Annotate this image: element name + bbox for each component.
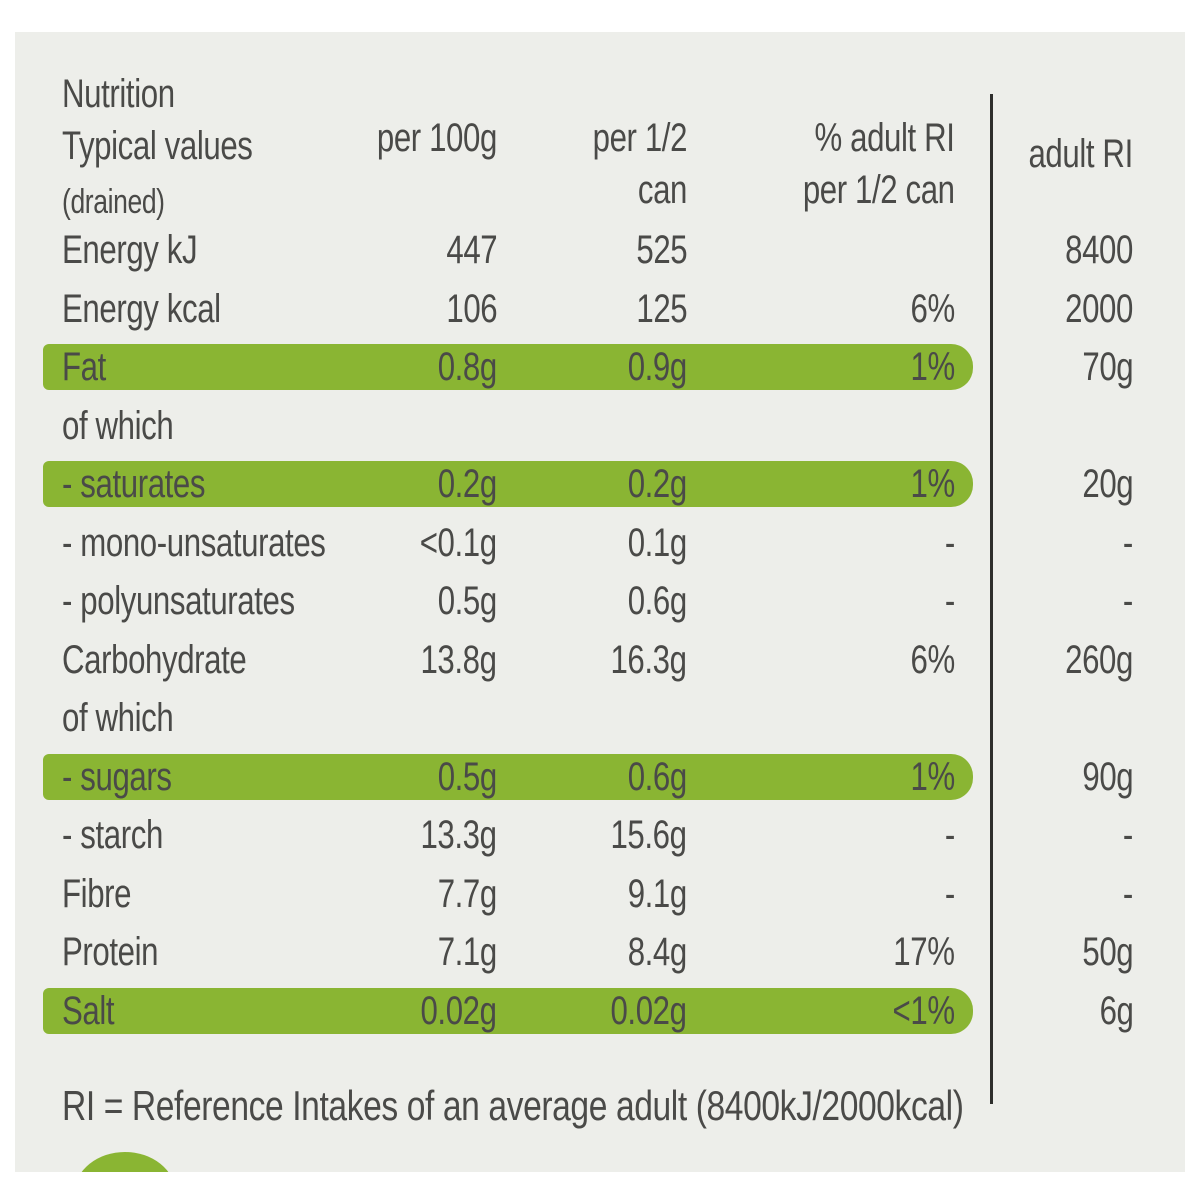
row-perhalf: 0.02g: [610, 988, 688, 1033]
row-per100: 0.5g: [437, 579, 498, 623]
row-per100: 447: [446, 228, 497, 272]
highlight-band: [43, 753, 973, 800]
row-perhalf: 0.1g: [627, 520, 688, 565]
row-perhalf: 0.6g: [627, 754, 688, 799]
row-per100: 0.5g: [437, 754, 498, 799]
row-adult-ri: 8400: [1065, 228, 1133, 272]
row-adult-ri: -: [1122, 813, 1133, 857]
row-ri-pct: 17%: [893, 930, 956, 974]
row-adult-ri: 70g: [1082, 345, 1133, 389]
row-ri-pct: 6%: [910, 637, 956, 682]
row-ri-pct: 1%: [910, 345, 956, 389]
row-adult-ri: 6g: [1099, 988, 1133, 1033]
row-per100: 7.1g: [437, 930, 498, 974]
row-label: - polyunsaturates: [62, 579, 295, 623]
row-adult-ri: -: [1122, 579, 1133, 623]
row-adult-ri: 260g: [1065, 637, 1133, 682]
row-label: Fat: [62, 345, 106, 389]
row-adult-ri: 20g: [1082, 462, 1133, 506]
row-per100: 7.7g: [437, 871, 498, 916]
nutrition-label: Nutrition Typical values (drained) per 1…: [15, 32, 1185, 1172]
row-label: - saturates: [62, 462, 206, 506]
row-label: Fibre: [62, 871, 132, 916]
row-adult-ri: -: [1122, 871, 1133, 916]
row-per100: 106: [446, 286, 497, 331]
row-label: - mono-unsaturates: [62, 520, 326, 565]
row-perhalf: 9.1g: [627, 871, 688, 916]
row-ri-pct: -: [944, 579, 955, 623]
header-title: Nutrition: [62, 72, 175, 116]
header-perhalf-1: per 1/2: [592, 116, 688, 160]
row-label: Energy kcal: [62, 286, 221, 331]
row-perhalf: 15.6g: [610, 813, 688, 857]
header-adult-ri: adult RI: [1028, 132, 1134, 176]
header-perhalf-2: can: [637, 168, 688, 212]
row-perhalf: 0.6g: [627, 579, 688, 623]
row-adult-ri: -: [1122, 520, 1133, 565]
row-perhalf: 16.3g: [610, 637, 688, 682]
header-drained: (drained): [62, 183, 165, 221]
row-per100: 0.2g: [437, 462, 498, 506]
row-ri-pct: 6%: [910, 286, 956, 331]
header-ri-pct-1: % adult RI: [814, 116, 955, 160]
row-ri-pct: -: [944, 520, 955, 565]
green-badge: [75, 1152, 175, 1172]
row-ri-pct: -: [944, 871, 955, 916]
row-ri-pct: -: [944, 813, 955, 857]
highlight-band: [43, 461, 973, 507]
row-per100: <0.1g: [419, 520, 497, 565]
row-per100: 0.02g: [420, 988, 498, 1033]
row-adult-ri: 50g: [1082, 930, 1133, 974]
header-ri-pct-2: per 1/2 can: [803, 168, 955, 212]
row-label: Energy kJ: [62, 228, 198, 272]
row-label: of which: [62, 403, 174, 448]
row-perhalf: 125: [636, 286, 687, 331]
row-label: Protein: [62, 930, 159, 974]
row-perhalf: 525: [636, 228, 687, 272]
row-ri-pct: 1%: [910, 462, 956, 506]
column-divider: [990, 94, 993, 1104]
row-adult-ri: 90g: [1082, 754, 1133, 799]
row-per100: 13.3g: [420, 813, 498, 857]
row-label: - starch: [62, 813, 163, 857]
header-per100: per 100g: [376, 116, 497, 160]
row-label: Carbohydrate: [62, 637, 247, 682]
row-per100: 13.8g: [420, 637, 498, 682]
highlight-band: [43, 344, 973, 390]
row-perhalf: 8.4g: [627, 930, 688, 974]
row-label: Salt: [62, 988, 115, 1033]
row-perhalf: 0.9g: [627, 345, 688, 389]
row-label: of which: [62, 696, 174, 740]
row-ri-pct: <1%: [892, 988, 956, 1033]
row-adult-ri: 2000: [1065, 286, 1133, 331]
header-typical-values: Typical values: [62, 124, 253, 168]
footer-note: RI = Reference Intakes of an average adu…: [62, 1082, 964, 1129]
row-perhalf: 0.2g: [627, 462, 688, 506]
row-per100: 0.8g: [437, 345, 498, 389]
row-ri-pct: 1%: [910, 754, 956, 799]
row-label: - sugars: [62, 754, 172, 799]
highlight-band: [43, 987, 973, 1034]
